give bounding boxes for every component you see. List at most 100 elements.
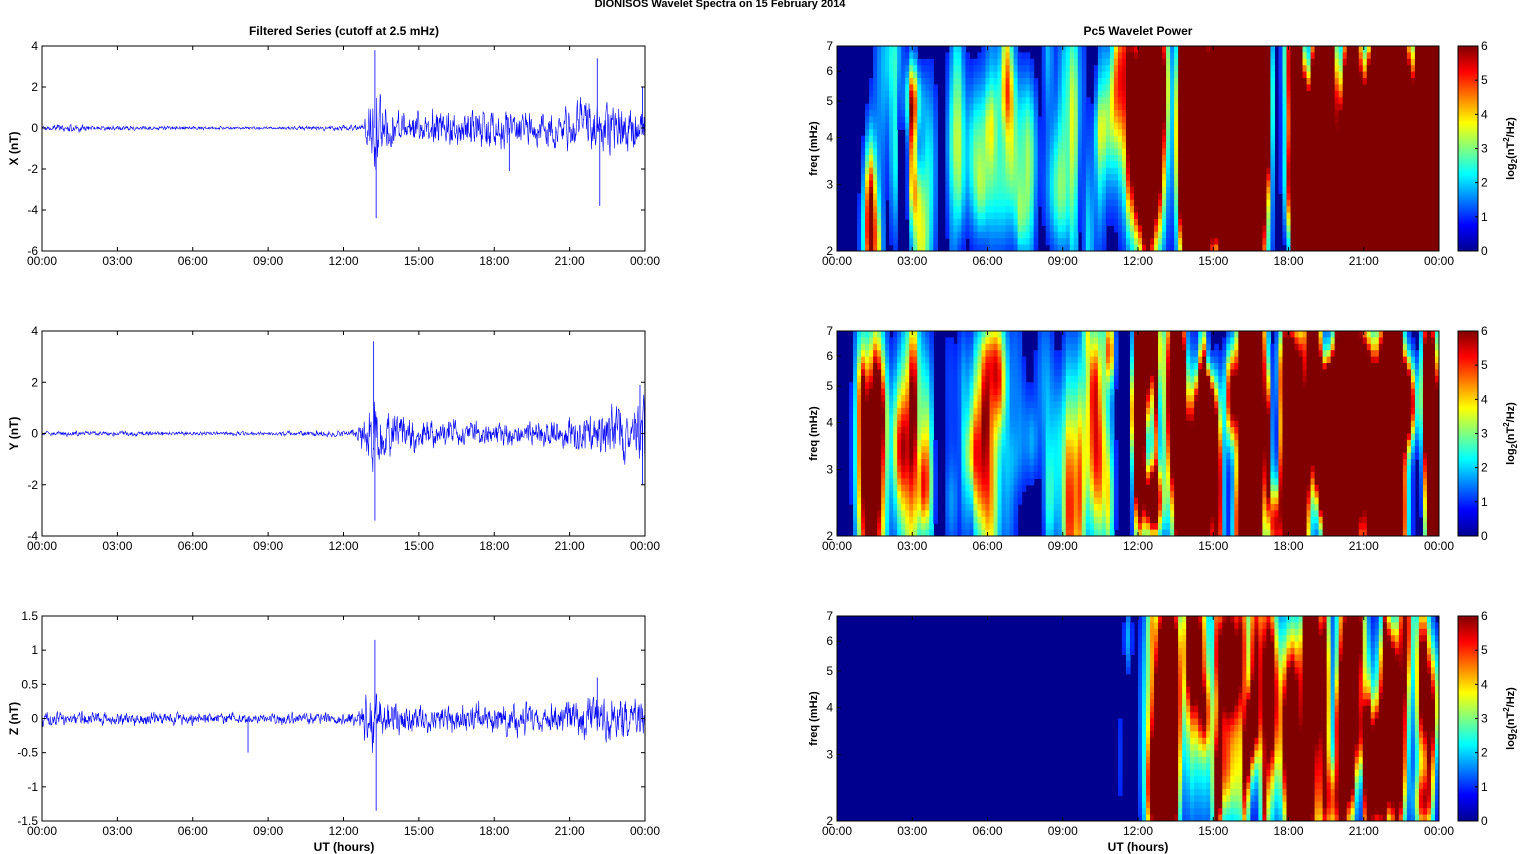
colorbar-tick-label: 4 [1481, 392, 1488, 406]
xlabel-right: UT (hours) [1108, 840, 1169, 854]
colorbar-label: log2(nT2/Hz) [1502, 402, 1519, 465]
ts-xtick-label: 06:00 [178, 254, 208, 268]
wl-xtick-label: 18:00 [1273, 824, 1303, 838]
ytick-label: 4 [826, 416, 833, 430]
colorbar-tick-label: 3 [1481, 142, 1488, 156]
ytick-label: 2 [31, 375, 38, 389]
ytick-label: 4 [31, 39, 38, 53]
heatmap-cells [1117, 616, 1439, 821]
wl-xtick-label: 21:00 [1349, 824, 1379, 838]
wl-xtick-label: 00:00 [822, 254, 852, 268]
ytick-label: 4 [826, 131, 833, 145]
wl-xtick-label: 15:00 [1198, 254, 1228, 268]
ytick-label: 3 [826, 748, 833, 762]
ytick-label: 2 [826, 244, 833, 258]
ylabel-z: Z (nT) [7, 702, 21, 735]
wl-xtick-label: 21:00 [1349, 539, 1379, 553]
ytick-label: 6 [826, 349, 833, 363]
ts-xtick-label: 00:00 [27, 824, 57, 838]
ts-xtick-label: 00:00 [630, 824, 660, 838]
wl-xtick-label: 06:00 [972, 254, 1002, 268]
ytick-label: 1.5 [21, 609, 38, 623]
ts-xtick-label: 18:00 [479, 824, 509, 838]
trace-y [41, 394, 646, 473]
colorbar-label: log2(nT2/Hz) [1502, 117, 1519, 180]
colorbar-tick-label: 0 [1481, 814, 1488, 828]
left-column-title: Filtered Series (cutoff at 2.5 mHz) [248, 24, 440, 38]
colorbar-tick-label: 0 [1481, 244, 1488, 258]
ylabel-freq: freq (mHz) [808, 691, 820, 746]
ytick-label: -1.5 [17, 814, 38, 828]
ytick-label: -0.5 [17, 746, 38, 760]
ytick-label: -4 [27, 203, 38, 217]
ytick-label: -6 [27, 244, 38, 258]
ts-xtick-label: 00:00 [27, 254, 57, 268]
trace-z [41, 693, 646, 753]
ytick-label: 0.5 [21, 677, 38, 691]
ytick-label: 5 [826, 94, 833, 108]
ts-xtick-label: 03:00 [102, 254, 132, 268]
colorbar-tick-label: 2 [1481, 461, 1488, 475]
wl-xtick-label: 06:00 [972, 824, 1002, 838]
ts-xtick-label: 09:00 [253, 254, 283, 268]
colorbar-tick-label: 1 [1481, 780, 1488, 794]
ts-xtick-label: 06:00 [178, 539, 208, 553]
wl-xtick-label: 18:00 [1273, 254, 1303, 268]
wl-xtick-label: 06:00 [972, 539, 1002, 553]
ytick-label: 7 [826, 609, 833, 623]
colorbar-tick-label: 3 [1481, 712, 1488, 726]
ts-xtick-label: 00:00 [630, 254, 660, 268]
plot-area [42, 46, 645, 251]
wl-xtick-label: 09:00 [1048, 539, 1078, 553]
colorbar-tick-label: 1 [1481, 210, 1488, 224]
colorbar-tick-label: 1 [1481, 495, 1488, 509]
colorbar-label: log2(nT2/Hz) [1502, 687, 1519, 750]
wl-xtick-label: 03:00 [897, 824, 927, 838]
trace-x [41, 94, 646, 171]
ytick-label: 7 [826, 324, 833, 338]
ytick-label: -2 [27, 162, 38, 176]
ts-xtick-label: 21:00 [555, 254, 585, 268]
wavelet-panel-y: 2 3 4 5 6 7 00:00 03:00 06:00 09:00 12:00 15:00 18:0… [808, 324, 1519, 553]
ytick-label: 0 [31, 121, 38, 135]
colorbar-tick-label: 3 [1481, 427, 1488, 441]
ytick-label: -1 [27, 780, 38, 794]
colorbar-tick-label: 5 [1481, 358, 1488, 372]
wavelet-panel-z: 2 3 4 5 6 7 00:00 03:00 06:00 09:00 12:00 15:00 18:0… [808, 609, 1519, 838]
ts-xtick-label: 18:00 [479, 254, 509, 268]
heatmap-cells [857, 46, 1439, 251]
colorbar-tick-label: 0 [1481, 529, 1488, 543]
colorbar-tick-label: 5 [1481, 73, 1488, 87]
ytick-label: 6 [826, 64, 833, 78]
ytick-label: 4 [826, 701, 833, 715]
ytick-label: 2 [31, 80, 38, 94]
ytick-label: 3 [826, 178, 833, 192]
ts-xtick-label: 21:00 [555, 824, 585, 838]
ytick-label: 6 [826, 634, 833, 648]
wl-xtick-label: 12:00 [1123, 539, 1153, 553]
colorbar-tick-label: 6 [1481, 609, 1488, 623]
ytick-label: -2 [27, 478, 38, 492]
wl-xtick-label: 00:00 [822, 539, 852, 553]
ytick-label: 3 [826, 463, 833, 477]
ts-xtick-label: 12:00 [328, 824, 358, 838]
wl-xtick-label: 15:00 [1198, 824, 1228, 838]
wl-xtick-label: 00:00 [1424, 254, 1454, 268]
ts-xtick-label: 18:00 [479, 539, 509, 553]
wl-xtick-label: 03:00 [897, 539, 927, 553]
ts-xtick-label: 00:00 [630, 539, 660, 553]
wl-xtick-label: 09:00 [1048, 824, 1078, 838]
colorbar-tick-label: 4 [1481, 677, 1488, 691]
ts-xtick-label: 09:00 [253, 824, 283, 838]
ts-xtick-label: 12:00 [328, 254, 358, 268]
ts-xtick-label: 15:00 [404, 824, 434, 838]
ytick-label: -4 [27, 529, 38, 543]
wavelet-panel-x: 2 3 4 5 6 7 00:00 03:00 06:00 09:00 12:00 15:00 18:0… [808, 39, 1519, 268]
colorbar-tick-label: 4 [1481, 107, 1488, 121]
ylabel-x: X (nT) [7, 132, 21, 166]
xlabel-left: UT (hours) [314, 840, 375, 854]
colorbar-tick-label: 5 [1481, 643, 1488, 657]
colorbar-tick-label: 2 [1481, 176, 1488, 190]
ytick-label: 0 [31, 427, 38, 441]
